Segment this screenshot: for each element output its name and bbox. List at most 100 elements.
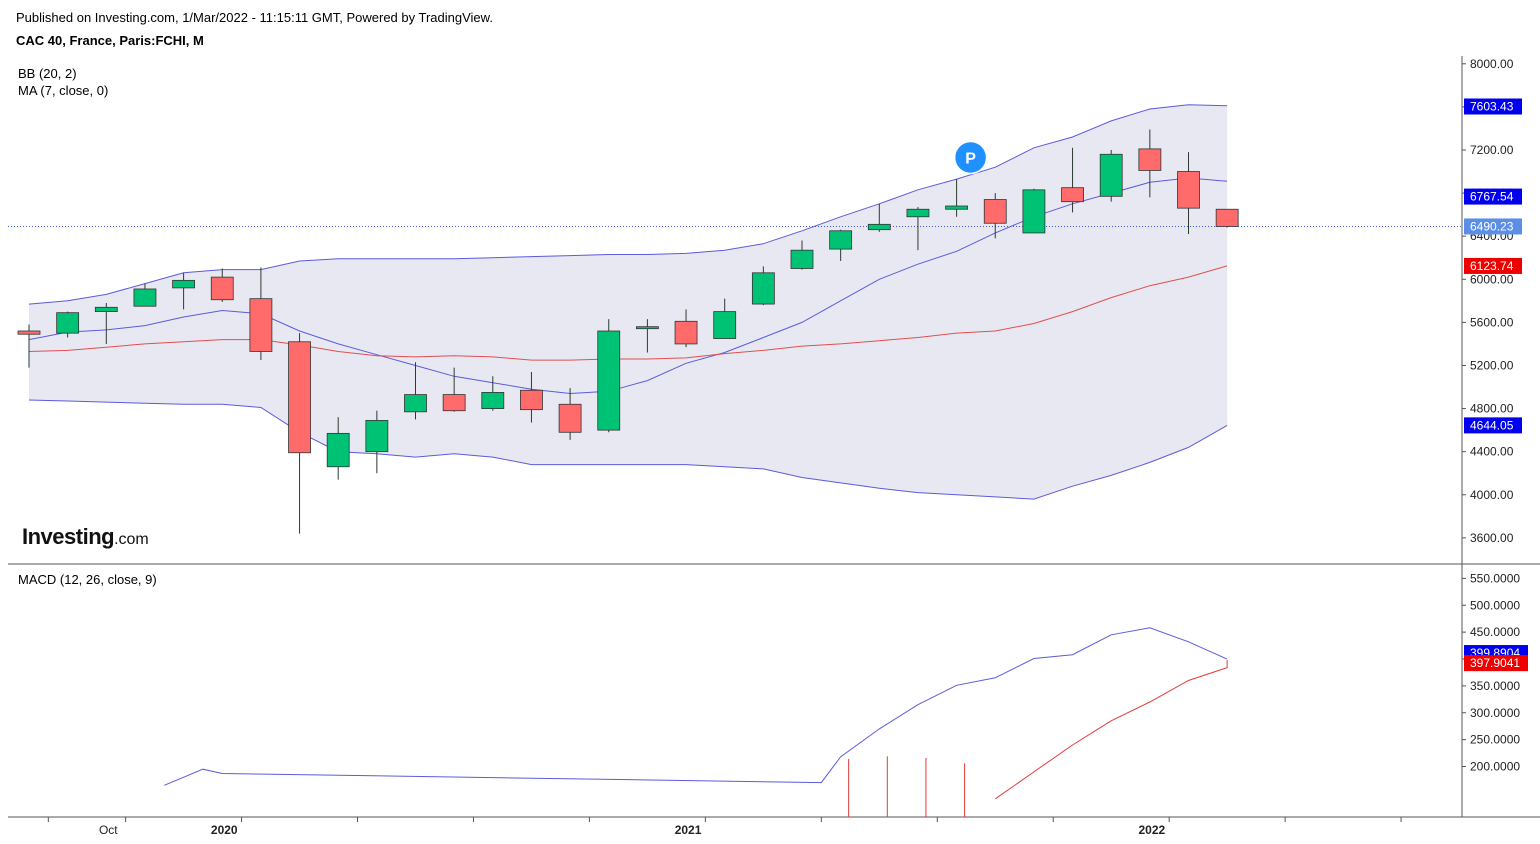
price-axis-label: 5200.00 bbox=[1470, 358, 1514, 372]
candle-body bbox=[1177, 171, 1200, 209]
price-tag: 6490.23 bbox=[1464, 218, 1522, 235]
signal-line bbox=[995, 660, 1228, 800]
price-tag-label: 7603.43 bbox=[1470, 100, 1514, 114]
candle bbox=[1022, 188, 1046, 234]
price-axis-label: 6000.00 bbox=[1470, 272, 1514, 286]
candle-body bbox=[210, 276, 234, 301]
candle-body bbox=[1022, 189, 1046, 234]
candle-body bbox=[133, 288, 157, 307]
price-tag-bg bbox=[1464, 98, 1522, 115]
candle bbox=[558, 388, 582, 440]
price-axis-label: 7200.00 bbox=[1470, 143, 1514, 157]
candle bbox=[751, 266, 775, 306]
candle bbox=[210, 268, 234, 302]
pivot-label: P bbox=[965, 151, 976, 168]
price-tag-label: 6767.54 bbox=[1470, 190, 1514, 204]
price-tag: 6123.74 bbox=[1464, 257, 1522, 274]
macd-tag-label: 397.9041 bbox=[1470, 656, 1520, 670]
macd-indicator-label[interactable]: MACD (12, 26, close, 9) bbox=[18, 572, 157, 587]
candle-body bbox=[636, 326, 659, 330]
macd-axis-label: 550.0000 bbox=[1470, 571, 1520, 585]
candle bbox=[1177, 152, 1200, 235]
price-tag-bg bbox=[1464, 218, 1522, 235]
candle-body bbox=[1138, 148, 1162, 171]
candle bbox=[17, 324, 41, 368]
candle-body bbox=[56, 312, 80, 334]
pivot-circle bbox=[953, 140, 988, 175]
candle bbox=[133, 283, 157, 307]
candle bbox=[520, 371, 543, 423]
candle bbox=[1215, 208, 1239, 228]
time-axis-label: 2021 bbox=[675, 823, 702, 837]
candle-body bbox=[17, 330, 41, 335]
macd-line bbox=[164, 627, 1228, 786]
bb-indicator-label[interactable]: BB (20, 2) bbox=[18, 66, 77, 81]
price-tag-label: 6123.74 bbox=[1470, 259, 1514, 273]
candle bbox=[790, 240, 814, 270]
candle-body bbox=[404, 394, 427, 413]
candle bbox=[636, 319, 659, 353]
macd-axis-label: 300.0000 bbox=[1470, 706, 1520, 720]
candle-body bbox=[674, 320, 698, 345]
candle bbox=[945, 179, 968, 217]
ma-line bbox=[28, 265, 1228, 361]
pivot-marker: P bbox=[953, 140, 988, 175]
candle bbox=[94, 302, 118, 344]
bb-upper-line bbox=[28, 104, 1228, 305]
candle-body bbox=[983, 199, 1007, 224]
price-tag-bg bbox=[1464, 417, 1522, 434]
macd-tag: 397.9041 bbox=[1464, 655, 1528, 672]
macd-tag-bg bbox=[1464, 655, 1528, 672]
price-axis-label: 5600.00 bbox=[1470, 315, 1514, 329]
price-tag-bg bbox=[1464, 257, 1522, 274]
published-info: Published on Investing.com, 1/Mar/2022 -… bbox=[16, 10, 493, 25]
candle bbox=[597, 319, 621, 433]
candle-body bbox=[558, 403, 582, 433]
macd-axis-label: 350.0000 bbox=[1470, 679, 1520, 693]
candle bbox=[172, 272, 196, 310]
candle-body bbox=[790, 249, 814, 269]
price-axis-label: 4000.00 bbox=[1470, 488, 1514, 502]
candle-body bbox=[867, 223, 891, 231]
candle-body bbox=[94, 306, 118, 313]
time-axis-label: 2022 bbox=[1138, 823, 1165, 837]
candle-body bbox=[481, 392, 505, 409]
ma-indicator-label[interactable]: MA (7, close, 0) bbox=[18, 83, 109, 98]
candle bbox=[983, 193, 1007, 239]
candle-body bbox=[172, 279, 196, 289]
price-axis-label: 3600.00 bbox=[1470, 531, 1514, 545]
investing-logo: Investing.com bbox=[22, 524, 149, 550]
candle bbox=[867, 203, 891, 232]
candle bbox=[326, 417, 350, 480]
candle-body bbox=[829, 230, 853, 250]
candle bbox=[906, 207, 930, 251]
price-tag-label: 4644.05 bbox=[1470, 418, 1514, 432]
price-tag: 4644.05 bbox=[1464, 417, 1522, 434]
macd-axis-label: 200.0000 bbox=[1470, 760, 1520, 774]
candle-body bbox=[442, 394, 466, 412]
price-pane bbox=[8, 104, 1462, 534]
candle bbox=[674, 309, 698, 348]
candle-body bbox=[597, 330, 621, 431]
candle bbox=[56, 311, 80, 338]
symbol-title: CAC 40, France, Paris:FCHI, M bbox=[16, 33, 204, 48]
candle-body bbox=[1215, 208, 1239, 227]
price-axis-label: 8000.00 bbox=[1470, 57, 1514, 71]
candle bbox=[1061, 147, 1084, 213]
candle-body bbox=[249, 298, 273, 352]
candle bbox=[1099, 149, 1123, 202]
logo-suffix: .com bbox=[114, 531, 149, 548]
candle-body bbox=[365, 420, 389, 453]
candle-body bbox=[1061, 187, 1084, 203]
logo-brand: Investing bbox=[22, 524, 115, 549]
bb-lower-line bbox=[28, 399, 1228, 500]
price-tag: 7603.43 bbox=[1464, 98, 1522, 115]
price-axis-label: 4800.00 bbox=[1470, 402, 1514, 416]
macd-pane bbox=[164, 627, 1228, 817]
candle-body bbox=[288, 341, 311, 454]
candle bbox=[365, 410, 389, 474]
candle-body bbox=[1099, 153, 1123, 197]
time-axis-label: 2020 bbox=[211, 823, 238, 837]
price-tag: 6767.54 bbox=[1464, 188, 1522, 205]
